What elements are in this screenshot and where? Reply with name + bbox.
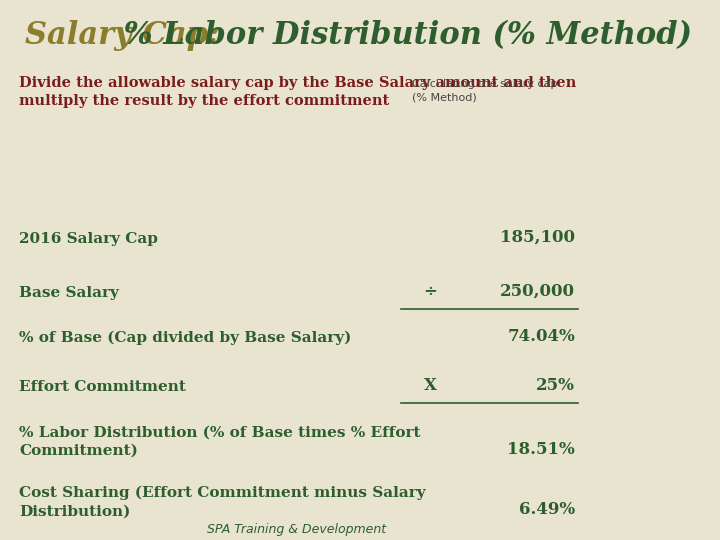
Text: % Labor Distribution (% Method): % Labor Distribution (% Method)	[112, 20, 691, 51]
Text: 250,000: 250,000	[500, 282, 575, 300]
Text: 185,100: 185,100	[500, 229, 575, 246]
Text: Effort Commitment: Effort Commitment	[19, 380, 186, 394]
Text: Salary Cap:: Salary Cap:	[25, 20, 220, 51]
Text: ÷: ÷	[423, 282, 437, 300]
Text: 18.51%: 18.51%	[507, 441, 575, 458]
Text: X: X	[423, 376, 436, 394]
Text: 2016 Salary Cap: 2016 Salary Cap	[19, 232, 158, 246]
Text: Cost Sharing (Effort Commitment minus Salary
Distribution): Cost Sharing (Effort Commitment minus Sa…	[19, 485, 426, 518]
Text: 74.04%: 74.04%	[507, 328, 575, 345]
Text: % of Base (Cap divided by Base Salary): % of Base (Cap divided by Base Salary)	[19, 331, 351, 345]
Text: Base Salary: Base Salary	[19, 286, 119, 300]
Text: 6.49%: 6.49%	[519, 501, 575, 518]
Text: SPA Training & Development: SPA Training & Development	[207, 523, 387, 536]
Text: Calculating the salary cap
(% Method): Calculating the salary cap (% Method)	[413, 79, 558, 103]
Text: 25%: 25%	[536, 376, 575, 394]
Text: % Labor Distribution (% of Base times % Effort
Commitment): % Labor Distribution (% of Base times % …	[19, 426, 420, 458]
Text: Divide the allowable salary cap by the Base Salary amount and then
multiply the : Divide the allowable salary cap by the B…	[19, 76, 577, 109]
